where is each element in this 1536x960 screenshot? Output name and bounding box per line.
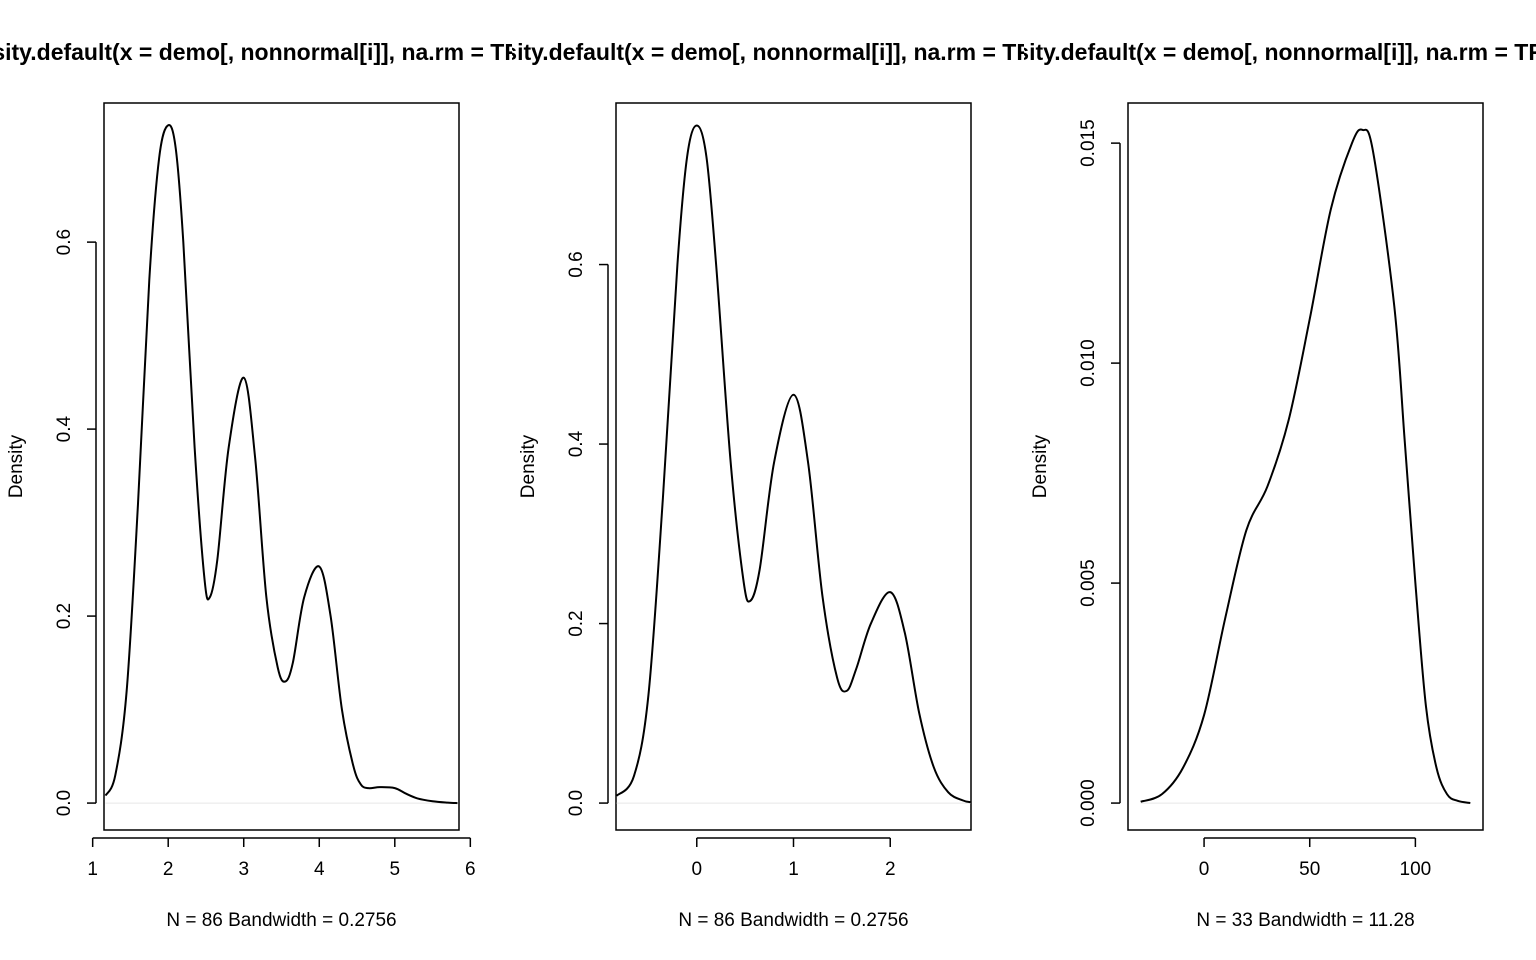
density-curve (615, 124, 971, 804)
x-tick-label: 4 (314, 859, 325, 880)
density-curve (1140, 128, 1471, 805)
y-tick-label: 0.4 (566, 430, 587, 457)
y-tick-label: 0.000 (1078, 779, 1099, 827)
x-tick-label: 2 (885, 859, 896, 880)
density-panel-3: density.default(x = demo[, nonnormal[i]]… (975, 39, 1536, 931)
y-tick-label: 0.4 (54, 415, 75, 442)
x-axis-label: N = 86 Bandwidth = 0.2756 (166, 910, 396, 931)
x-tick-label: 0 (1199, 859, 1210, 880)
y-axis-label: Density (518, 434, 539, 498)
density-curve (104, 124, 458, 805)
y-tick-label: 0.6 (566, 251, 587, 277)
y-tick-label: 0.2 (54, 603, 75, 629)
plot-title: density.default(x = demo[, nonnormal[i]]… (975, 39, 1536, 65)
y-tick-label: 0.6 (54, 229, 75, 255)
plot-frame (1127, 102, 1484, 831)
x-axis-label: N = 86 Bandwidth = 0.2756 (678, 910, 908, 931)
x-tick-label: 6 (465, 859, 476, 880)
plot-title: density.default(x = demo[, nonnormal[i]]… (463, 39, 1072, 65)
x-tick-label: 50 (1299, 859, 1320, 880)
density-panel-1: density.default(x = demo[, nonnormal[i]]… (0, 39, 561, 931)
y-tick-label: 0.005 (1078, 559, 1099, 607)
plot-frame (103, 102, 460, 831)
y-tick-label: 0.0 (54, 790, 75, 816)
y-tick-label: 0.010 (1078, 339, 1099, 387)
y-tick-label: 0.015 (1078, 119, 1099, 167)
x-tick-label: 0 (691, 859, 702, 880)
y-axis-label: Density (1030, 434, 1051, 498)
x-tick-label: 100 (1400, 859, 1432, 880)
x-tick-label: 2 (163, 859, 174, 880)
x-axis-label: N = 33 Bandwidth = 11.28 (1196, 910, 1414, 931)
x-tick-label: 1 (87, 859, 98, 880)
x-tick-label: 1 (788, 859, 799, 880)
y-tick-label: 0.0 (566, 790, 587, 816)
y-axis-label: Density (6, 434, 27, 498)
density-panel-2: density.default(x = demo[, nonnormal[i]]… (463, 39, 1072, 931)
x-tick-label: 3 (238, 859, 249, 880)
x-tick-label: 5 (390, 859, 401, 880)
y-tick-label: 0.2 (566, 610, 587, 636)
plot-frame (615, 102, 972, 831)
plot-title: density.default(x = demo[, nonnormal[i]]… (0, 39, 561, 65)
